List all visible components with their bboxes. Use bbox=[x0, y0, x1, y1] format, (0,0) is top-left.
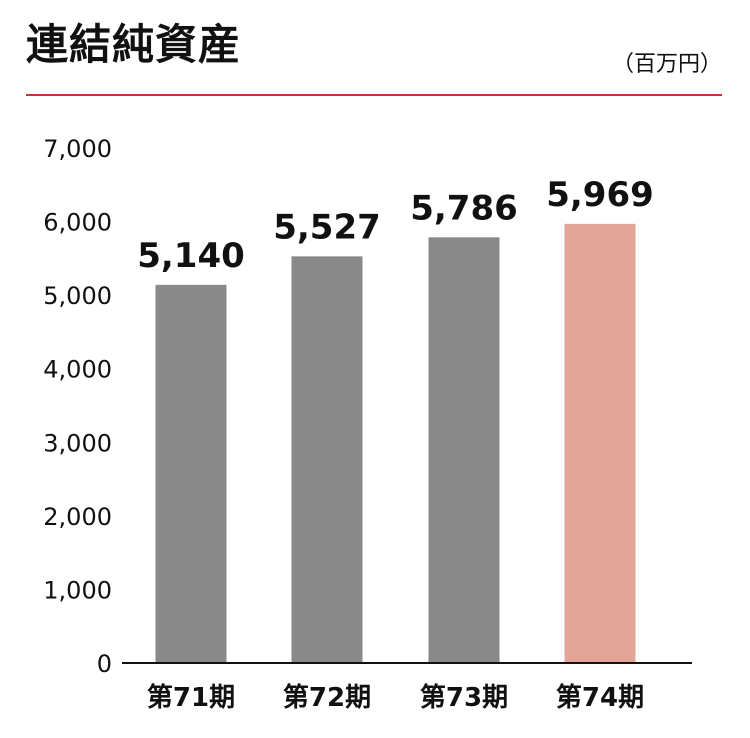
value-label: 5,969 bbox=[546, 175, 654, 215]
y-tick-label: 6,000 bbox=[43, 209, 112, 237]
value-label: 5,140 bbox=[137, 236, 245, 276]
x-tick-label: 第73期 bbox=[420, 682, 508, 713]
y-tick-label: 1,000 bbox=[43, 576, 112, 604]
bar-4 bbox=[564, 223, 636, 663]
chart-title: 連結純資産 bbox=[26, 20, 242, 69]
value-label: 5,786 bbox=[410, 188, 518, 228]
y-tick-label: 5,000 bbox=[43, 282, 112, 310]
y-tick-label: 4,000 bbox=[43, 356, 112, 384]
y-tick-label: 2,000 bbox=[43, 503, 112, 531]
bars bbox=[155, 223, 636, 663]
bar-3 bbox=[428, 237, 500, 663]
y-tick-label: 0 bbox=[97, 650, 112, 678]
x-tick-label: 第74期 bbox=[556, 682, 644, 713]
bar-1 bbox=[155, 284, 227, 663]
bar-2 bbox=[291, 256, 363, 663]
value-label: 5,527 bbox=[273, 207, 381, 247]
title-divider bbox=[26, 94, 722, 96]
x-tick-label: 第72期 bbox=[283, 682, 371, 713]
y-tick-label: 3,000 bbox=[43, 429, 112, 457]
x-tick-label: 第71期 bbox=[147, 682, 235, 713]
y-axis-ticks: 0 1,000 2,000 3,000 4,000 5,000 6,000 7,000 bbox=[43, 135, 112, 678]
x-axis-labels: 第71期 第72期 第73期 第74期 bbox=[147, 682, 644, 713]
value-labels: 5,140 5,527 5,786 5,969 bbox=[137, 175, 654, 276]
unit-label: （百万円） bbox=[611, 52, 722, 77]
y-tick-label: 7,000 bbox=[43, 135, 112, 163]
